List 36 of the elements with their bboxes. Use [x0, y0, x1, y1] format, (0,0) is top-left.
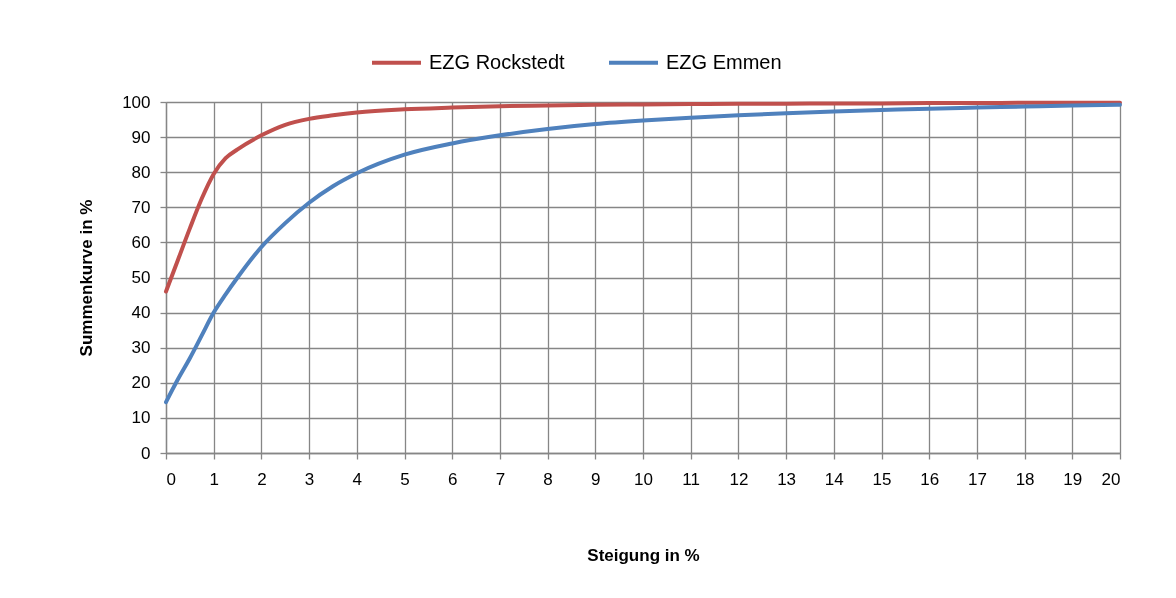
y-tick-label: 80: [131, 162, 151, 182]
x-tick-label: 13: [777, 469, 797, 489]
x-tick-label: 5: [400, 469, 410, 489]
y-tick-label: 50: [131, 268, 151, 287]
y-tick-label: 70: [131, 197, 151, 217]
x-tick-label: 0: [166, 469, 176, 489]
x-tick-label: 19: [1063, 469, 1083, 489]
x-tick-label: 14: [824, 469, 844, 489]
x-axis-title: Steigung in %: [587, 545, 700, 565]
x-tick-label: 10: [634, 469, 653, 489]
x-tick-label: 9: [591, 469, 601, 489]
legend-label: EZG Rockstedt: [429, 50, 566, 73]
y-tick-label: 90: [131, 127, 151, 147]
y-tick-label: 60: [131, 232, 151, 252]
x-tick-label: 16: [920, 469, 940, 489]
x-tick-label: 8: [543, 469, 553, 489]
y-tick-label: 100: [122, 92, 151, 112]
x-tick-label: 20: [1101, 469, 1121, 489]
x-tick-label: 12: [729, 469, 749, 489]
x-tick-label: 2: [257, 469, 267, 489]
x-tick-label: 17: [967, 469, 987, 489]
y-tick-label: 0: [141, 443, 151, 463]
x-tick-label: 15: [872, 469, 892, 489]
x-tick-label: 7: [495, 469, 506, 489]
legend-label: EZG Emmen: [666, 50, 782, 73]
y-tick-label: 10: [131, 408, 151, 428]
x-tick-label: 18: [1015, 469, 1035, 489]
y-tick-label: 20: [131, 373, 151, 393]
y-axis-title: Summenkurve in %: [77, 199, 97, 357]
y-tick-label: 30: [131, 338, 151, 358]
x-tick-label: 6: [447, 469, 458, 489]
y-tick-label: 40: [131, 303, 151, 323]
x-tick-label: 3: [304, 469, 315, 489]
x-tick-label: 11: [682, 469, 701, 489]
x-tick-label: 4: [352, 469, 363, 489]
x-tick-label: 1: [209, 469, 219, 489]
